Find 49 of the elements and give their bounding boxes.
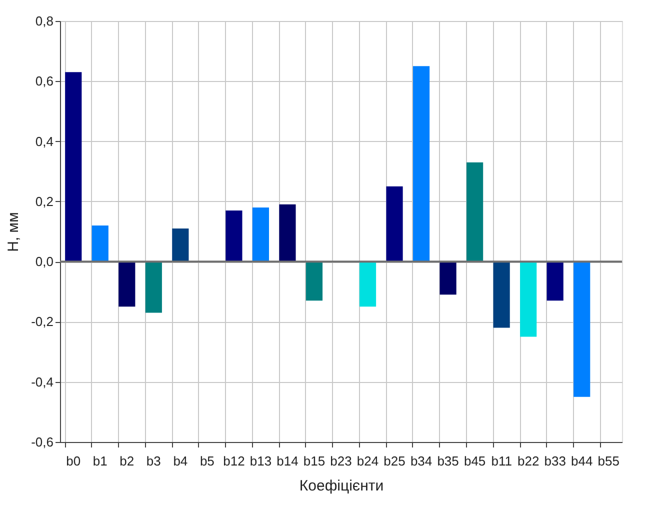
y-axis-title: H, мм [5, 212, 22, 252]
x-tick-label: b13 [250, 454, 272, 468]
x-tick-label: b0 [66, 454, 81, 468]
bar [440, 262, 456, 295]
bar [252, 207, 270, 262]
x-tick-label: b45 [464, 454, 486, 468]
x-tick-label: b12 [223, 454, 245, 468]
bar [466, 162, 484, 262]
x-tick-label: b2 [120, 454, 134, 468]
bar [92, 225, 108, 262]
x-tick-label: b1 [92, 454, 108, 468]
x-tick-label: b15 [303, 454, 326, 468]
x-tick-label: b35 [437, 454, 459, 468]
x-tick-label: b44 [571, 454, 593, 468]
bar [574, 262, 590, 397]
x-tick-label: b14 [276, 454, 298, 468]
y-tick-label: -0,2 [31, 314, 54, 330]
bar [306, 262, 323, 301]
x-tick-label: b34 [410, 454, 432, 468]
y-tick-label: 0,2 [35, 194, 54, 209]
bar [65, 72, 82, 262]
y-tick-label: 0,0 [35, 254, 54, 270]
bar [493, 262, 510, 328]
bar [172, 228, 189, 262]
y-tick-label: 0,8 [35, 14, 54, 28]
x-tick-label: b33 [544, 454, 566, 468]
x-tick-label: b55 [598, 454, 620, 468]
bar [359, 262, 376, 307]
x-axis-title: Коефіцієнти [299, 478, 384, 494]
x-tick-label: b5 [200, 454, 214, 468]
bar [412, 66, 430, 262]
bar [145, 262, 162, 313]
bar [279, 204, 296, 262]
y-tick-label: -0,6 [31, 434, 54, 450]
x-tick-label: b25 [384, 454, 406, 468]
bar [386, 186, 403, 262]
bar [546, 262, 564, 301]
x-tick-label: b24 [356, 454, 379, 468]
bar [118, 262, 136, 307]
bar [226, 210, 242, 262]
x-tick-label: b22 [517, 454, 540, 468]
x-tick-label: b23 [330, 454, 352, 468]
y-tick-label: 0,6 [35, 74, 54, 89]
y-tick-label: 0,4 [35, 134, 54, 149]
x-tick-label: b11 [491, 454, 512, 468]
y-tick-label: -0,4 [31, 374, 54, 390]
bar [520, 262, 537, 337]
x-tick-label: b3 [146, 454, 161, 468]
x-tick-label: b4 [173, 454, 188, 468]
